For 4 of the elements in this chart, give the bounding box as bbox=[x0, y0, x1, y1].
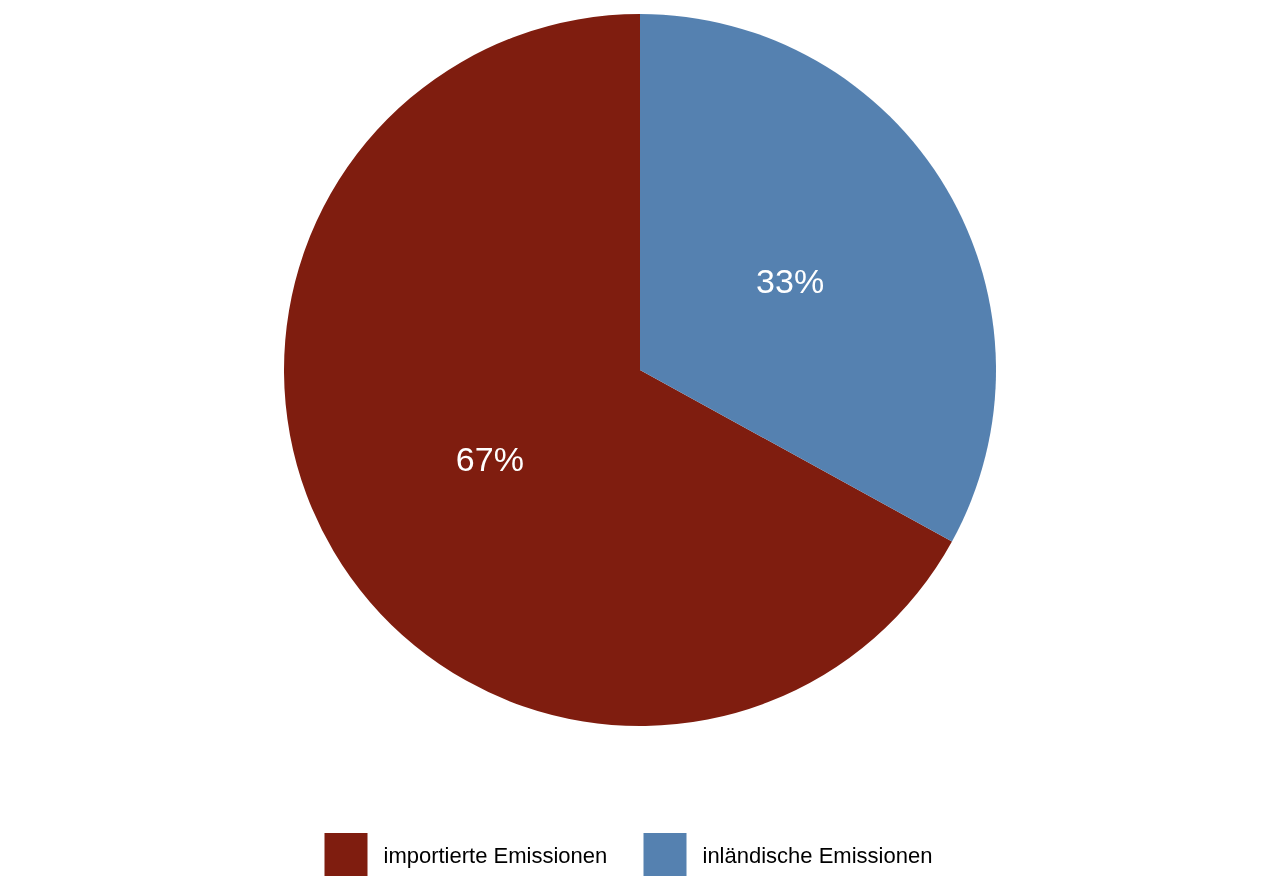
data-label: 67% bbox=[455, 439, 524, 478]
legend-label: importierte Emissionen bbox=[383, 842, 608, 868]
data-label: 33% bbox=[756, 262, 825, 301]
legend-label: inländische Emissionen bbox=[702, 842, 933, 868]
